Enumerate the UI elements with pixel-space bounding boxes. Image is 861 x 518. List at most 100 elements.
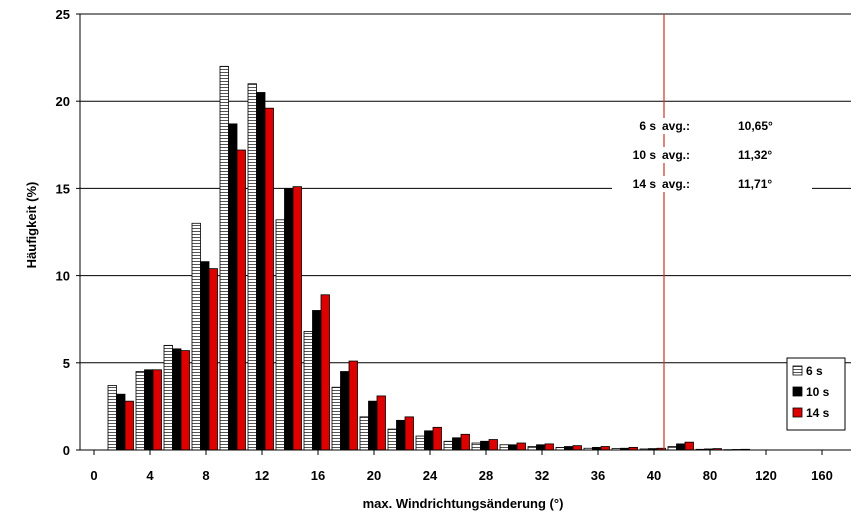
bar-6s-30 — [499, 444, 509, 451]
y-tick-label: 20 — [56, 94, 70, 109]
annotation-series-label: 10 s — [633, 148, 657, 162]
annotation-avg-label: avg.: — [662, 119, 690, 133]
legend: 6 s 10 s 14 s — [786, 357, 846, 431]
annotation-series-label: 14 s — [633, 177, 657, 191]
bar-10s-24 — [424, 430, 434, 451]
bar-6s-16 — [303, 331, 313, 451]
bar-14s-2 — [124, 400, 134, 451]
bar-14s-20 — [376, 395, 386, 451]
bar-14s-24 — [432, 426, 442, 451]
bar-14s-30 — [516, 442, 526, 451]
x-tick-label: 20 — [367, 468, 381, 483]
x-tick-label: 24 — [423, 468, 438, 483]
bar-14s-32 — [544, 443, 554, 451]
bar-10s-18 — [340, 371, 350, 451]
y-tick-label: 0 — [63, 443, 70, 458]
legend-label: 6 s — [806, 364, 823, 378]
bar-10s-2 — [116, 393, 126, 451]
y-tick-labels: 0 5 10 15 20 25 — [56, 7, 80, 458]
x-tick-label: 4 — [146, 468, 154, 483]
bar-6s-28 — [471, 442, 481, 451]
annotation-background — [612, 176, 812, 192]
bar-14s-12 — [264, 107, 274, 451]
axes — [79, 14, 851, 451]
bar-10s-14 — [284, 187, 294, 451]
bar-6s-12 — [247, 83, 257, 451]
y-tick-label: 5 — [63, 356, 70, 371]
bar-10s-22 — [396, 419, 406, 451]
bar-14s-18 — [348, 360, 358, 451]
x-tick-label: 160 — [811, 468, 833, 483]
bar-6s-18 — [331, 386, 341, 451]
bar-14s-60 — [684, 441, 694, 451]
legend-label: 10 s — [806, 385, 830, 399]
y-axis-title: Häufigkeit (%) — [24, 182, 39, 269]
bar-10s-10 — [228, 123, 238, 451]
annotation-background — [612, 118, 812, 134]
bar-10s-30 — [508, 444, 518, 451]
bar-6s-26 — [443, 440, 453, 451]
bar-10s-34 — [564, 446, 574, 451]
bar-14s-4 — [152, 369, 162, 451]
bar-10s-6 — [172, 348, 182, 451]
bar-6s-2 — [107, 385, 117, 451]
bar-14s-6 — [180, 350, 190, 451]
x-tick-label: 16 — [311, 468, 325, 483]
annotation-avg-value: 10,65° — [738, 119, 773, 133]
bar-10s-26 — [452, 437, 462, 451]
bar-14s-26 — [460, 433, 470, 451]
x-tick-label: 0 — [90, 468, 97, 483]
annotation-background — [612, 147, 812, 163]
bar-6s-20 — [359, 416, 369, 451]
bar-6s-4 — [135, 371, 145, 451]
bar-6s-6 — [163, 344, 173, 451]
bar-6s-14 — [275, 219, 285, 451]
bar-6s-24 — [415, 435, 425, 451]
y-tick-label: 10 — [56, 269, 70, 284]
x-tick-label: 12 — [255, 468, 269, 483]
legend-label: 14 s — [806, 406, 830, 420]
bar-14s-22 — [404, 416, 414, 451]
bar-14s-34 — [572, 445, 582, 451]
bar-6s-8 — [191, 222, 201, 451]
x-tick-label: 80 — [703, 468, 717, 483]
bar-10s-12 — [256, 92, 266, 451]
annotation-series-label: 6 s — [639, 119, 656, 133]
bars — [107, 65, 750, 451]
bar-14s-16 — [320, 294, 330, 451]
annotation-avg-label: avg.: — [662, 148, 690, 162]
x-tick-label: 32 — [535, 468, 549, 483]
x-tick-label: 40 — [647, 468, 661, 483]
y-tick-label: 25 — [56, 7, 70, 22]
bar-6s-10 — [219, 65, 229, 451]
x-tick-label: 28 — [479, 468, 493, 483]
bar-14s-28 — [488, 439, 498, 451]
annotation-avg-value: 11,71° — [738, 177, 772, 191]
bar-10s-16 — [312, 310, 322, 451]
x-tick-label: 8 — [202, 468, 209, 483]
bar-10s-60 — [676, 443, 686, 451]
bar-6s-22 — [387, 428, 397, 451]
x-tick-labels: 0 4 8 12 16 20 24 28 32 36 40 80 120 160 — [90, 450, 833, 483]
x-tick-label: 36 — [591, 468, 605, 483]
bar-10s-28 — [480, 440, 490, 451]
bar-14s-8 — [208, 268, 218, 451]
bar-14s-14 — [292, 186, 302, 451]
legend-swatch — [792, 407, 803, 418]
annotation-avg-value: 11,32° — [738, 148, 772, 162]
bar-14s-36 — [600, 446, 610, 451]
bar-10s-32 — [536, 444, 546, 451]
bar-6s-60 — [667, 446, 677, 451]
bar-10s-8 — [200, 261, 210, 451]
x-axis-title: max. Windrichtungsänderung (°) — [363, 496, 564, 511]
bar-14s-10 — [236, 149, 246, 451]
average-annotations: 6 s avg.: 10,65° 10 s avg.: 11,32° 14 s avg.: 11… — [612, 118, 812, 192]
legend-swatch — [792, 386, 803, 397]
y-tick-label: 15 — [56, 181, 70, 196]
bar-6s-32 — [527, 446, 537, 451]
bar-10s-20 — [368, 400, 378, 451]
legend-swatch — [792, 365, 803, 376]
x-tick-label: 120 — [755, 468, 777, 483]
bar-10s-4 — [144, 369, 154, 451]
